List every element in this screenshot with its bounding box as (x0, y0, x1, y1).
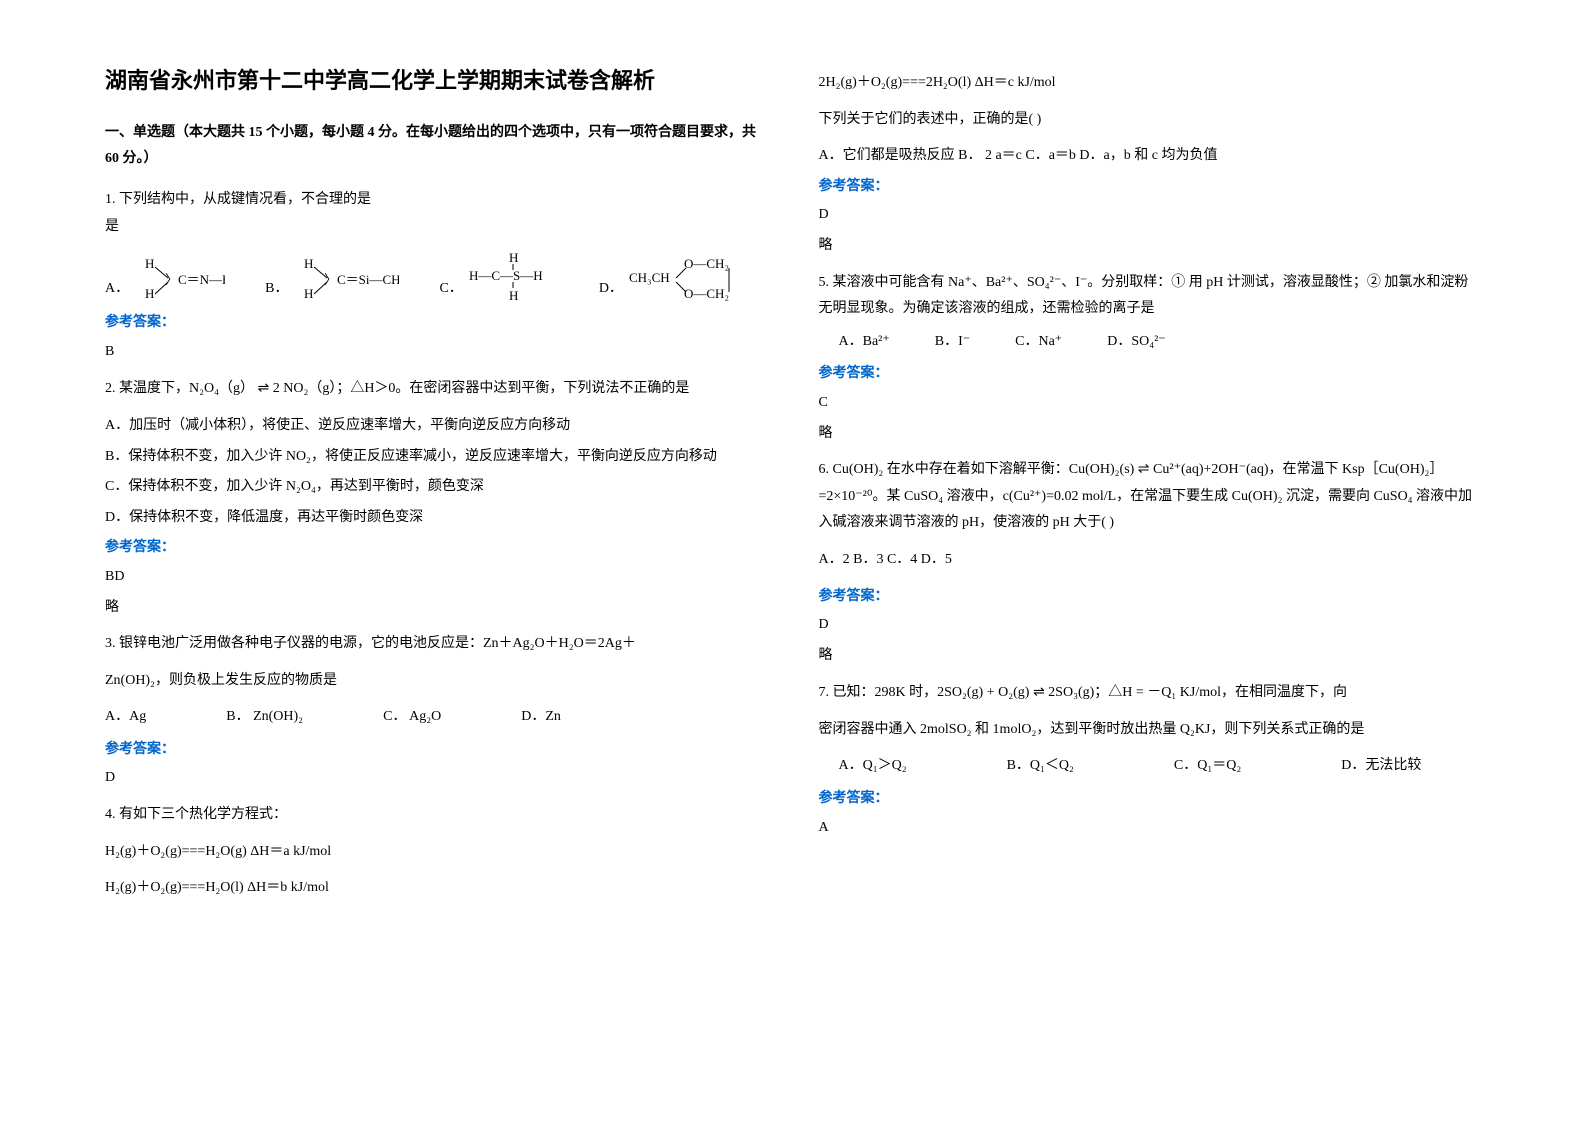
answer-label: 参考答案： (105, 535, 769, 562)
q3-opt-a: A．Ag (105, 704, 146, 731)
q2-opt-a: A．加压时（减小体积），将使正、逆反应速率增大，平衡向逆反应方向移动 (105, 413, 769, 440)
q4-opts: A．它们都是吸热反应 B． 2 a＝c C．a＝b D．a，b 和 c 均为负值 (819, 143, 1483, 170)
q1-opt-a: A． H H 〉C＝N—H (105, 254, 225, 302)
structure-a-icon: H H 〉C＝N—H (135, 254, 225, 302)
q3-opt-d: D．Zn (521, 704, 561, 731)
q6-opts: A．2 B．3 C．4 D．5 (819, 547, 1483, 574)
structure-b-icon: H H 〉C＝Si—CH₃ (294, 254, 399, 302)
q5-options: A．Ba²⁺ B．I⁻ C．Na⁺ D．SO₄²⁻ (819, 329, 1483, 356)
q7-opt-a: A．Q₁＞Q₂ (839, 753, 907, 780)
q2-stem: 2. 某温度下，N₂O₄（g） ⇌ 2 NO₂（g）；△H＞0。在密闭容器中达到… (105, 375, 769, 403)
svg-text:O—CH₂: O—CH₂ (684, 256, 729, 271)
q7-stem2: 密闭容器中通入 2molSO₂ 和 1molO₂，达到平衡时放出热量 Q₂KJ，… (819, 717, 1483, 744)
question-3: 3. 银锌电池广泛用做各种电子仪器的电源，它的电池反应是：Zn＋Ag₂O＋H₂O… (105, 631, 769, 792)
section-heading: 一、单选题（本大题共 15 个小题，每小题 4 分。在每小题给出的四个选项中，只… (105, 120, 769, 173)
q5-answer: C (819, 390, 1483, 417)
answer-label: 参考答案： (819, 174, 1483, 201)
q3-options: A．Ag B． Zn(OH)₂ C． Ag₂O D．Zn (105, 704, 769, 731)
svg-text:H: H (145, 286, 154, 301)
q7-stem: 7. 已知：298K 时，2SO₂(g) + O₂(g) ⇌ 2SO₃(g)；△… (819, 679, 1483, 707)
note: 略 (819, 421, 1483, 448)
question-1: 1. 下列结构中，从成键情况看，不合理的是 是 A． H H 〉C＝N—H B．… (105, 187, 769, 365)
q4-stem2: 下列关于它们的表述中，正确的是( ) (819, 107, 1483, 134)
svg-text:CH₃CH: CH₃CH (629, 270, 670, 285)
note: 略 (819, 233, 1483, 260)
note: 略 (819, 643, 1483, 670)
answer-label: 参考答案： (819, 361, 1483, 388)
q7-options: A．Q₁＞Q₂ B．Q₁＜Q₂ C．Q₁＝Q₂ D．无法比较 (819, 753, 1483, 780)
question-7: 7. 已知：298K 时，2SO₂(g) + O₂(g) ⇌ 2SO₃(g)；△… (819, 679, 1483, 841)
q6-stem: 6. Cu(OH)₂ 在水中存在着如下溶解平衡：Cu(OH)₂(s) ⇌ Cu²… (819, 457, 1483, 537)
q5-opt-c: C．Na⁺ (1015, 329, 1062, 356)
q7-opt-b: B．Q₁＜Q₂ (1007, 753, 1074, 780)
q2-opt-c: C．保持体积不变，加入少许 N₂O₄，再达到平衡时，颜色变深 (105, 474, 769, 501)
q2-answer: BD (105, 564, 769, 591)
svg-text:H: H (304, 256, 313, 271)
q1-stem-cont: 是 (105, 214, 769, 241)
q1-answer: B (105, 339, 769, 366)
equilibrium-arrow-icon: ⇌ (257, 380, 269, 396)
q3-opt-b: B． Zn(OH)₂ (226, 704, 303, 731)
svg-text:H: H (145, 256, 154, 271)
svg-text:〉C＝Si—CH₃: 〉C＝Si—CH₃ (324, 272, 399, 287)
q3-opt-c: C． Ag₂O (383, 704, 441, 731)
question-2: 2. 某温度下，N₂O₄（g） ⇌ 2 NO₂（g）；△H＞0。在密闭容器中达到… (105, 375, 769, 621)
q4-answer: D (819, 202, 1483, 229)
q7-answer: A (819, 815, 1483, 842)
answer-label: 参考答案： (819, 584, 1483, 611)
note: 略 (105, 595, 769, 622)
right-column: 2H₂(g)＋O₂(g)===2H₂O(l) ΔH＝c kJ/mol 下列关于它… (794, 60, 1508, 1062)
q7-opt-c: C．Q₁＝Q₂ (1174, 753, 1241, 780)
q4-eq2: H₂(g)＋O₂(g)===H₂O(l) ΔH＝b kJ/mol (105, 875, 769, 902)
question-6: 6. Cu(OH)₂ 在水中存在着如下溶解平衡：Cu(OH)₂(s) ⇌ Cu²… (819, 457, 1483, 669)
q1-opt-c: C． H H—C—S—H H (439, 250, 558, 302)
q3-answer: D (105, 765, 769, 792)
q4-eq3: 2H₂(g)＋O₂(g)===2H₂O(l) ΔH＝c kJ/mol (819, 70, 1483, 97)
q3-stem-a: 3. 银锌电池广泛用做各种电子仪器的电源，它的电池反应是：Zn＋Ag₂O＋H₂O… (105, 631, 769, 658)
q2-opt-b: B．保持体积不变，加入少许 NO₂，将使正反应速率减小，逆反应速率增大，平衡向逆… (105, 444, 769, 471)
q1-opt-b: B． H H 〉C＝Si—CH₃ (265, 254, 399, 302)
q5-opt-d: D．SO₄²⁻ (1107, 329, 1165, 356)
structure-d-icon: CH₃CH O—CH₂ O—CH₂ (629, 254, 739, 302)
q3-stem-b: Zn(OH)₂，则负极上发生反应的物质是 (105, 668, 769, 695)
question-5: 5. 某溶液中可能含有 Na⁺、Ba²⁺、SO₄²⁻、I⁻。分别取样：① 用 p… (819, 270, 1483, 448)
question-4-cont: 2H₂(g)＋O₂(g)===2H₂O(l) ΔH＝c kJ/mol 下列关于它… (819, 70, 1483, 260)
document-title: 湖南省永州市第十二中学高二化学上学期期末试卷含解析 (105, 60, 769, 102)
question-4: 4. 有如下三个热化学方程式： H₂(g)＋O₂(g)===H₂O(g) ΔH＝… (105, 802, 769, 902)
answer-label: 参考答案： (819, 786, 1483, 813)
q5-opt-b: B．I⁻ (935, 329, 970, 356)
left-column: 湖南省永州市第十二中学高二化学上学期期末试卷含解析 一、单选题（本大题共 15 … (80, 60, 794, 1062)
answer-label: 参考答案： (105, 310, 769, 337)
q6-answer: D (819, 612, 1483, 639)
svg-text:H—C—S—H: H—C—S—H (469, 268, 543, 283)
svg-text:H: H (304, 286, 313, 301)
q7-opt-d: D．无法比较 (1341, 753, 1421, 780)
q4-stem: 4. 有如下三个热化学方程式： (105, 802, 769, 829)
q2-opt-d: D．保持体积不变，降低温度，再达平衡时颜色变深 (105, 505, 769, 532)
q1-stem: 1. 下列结构中，从成键情况看，不合理的是 (105, 187, 769, 214)
q4-eq1: H₂(g)＋O₂(g)===H₂O(g) ΔH＝a kJ/mol (105, 839, 769, 866)
svg-text:O—CH₂: O—CH₂ (684, 286, 729, 301)
q5-opt-a: A．Ba²⁺ (839, 329, 890, 356)
equilibrium-arrow-icon: ⇌ (1033, 684, 1045, 700)
answer-label: 参考答案： (105, 737, 769, 764)
q1-opt-d: D． CH₃CH O—CH₂ O—CH₂ (599, 254, 739, 302)
svg-text:H: H (509, 288, 518, 302)
svg-text:H: H (509, 250, 518, 265)
q5-stem: 5. 某溶液中可能含有 Na⁺、Ba²⁺、SO₄²⁻、I⁻。分别取样：① 用 p… (819, 270, 1483, 323)
q1-figures: A． H H 〉C＝N—H B． H H 〉C＝Si—CH₃ (105, 250, 769, 302)
svg-text:〉C＝N—H: 〉C＝N—H (165, 272, 225, 287)
structure-c-icon: H H—C—S—H H (469, 250, 559, 302)
